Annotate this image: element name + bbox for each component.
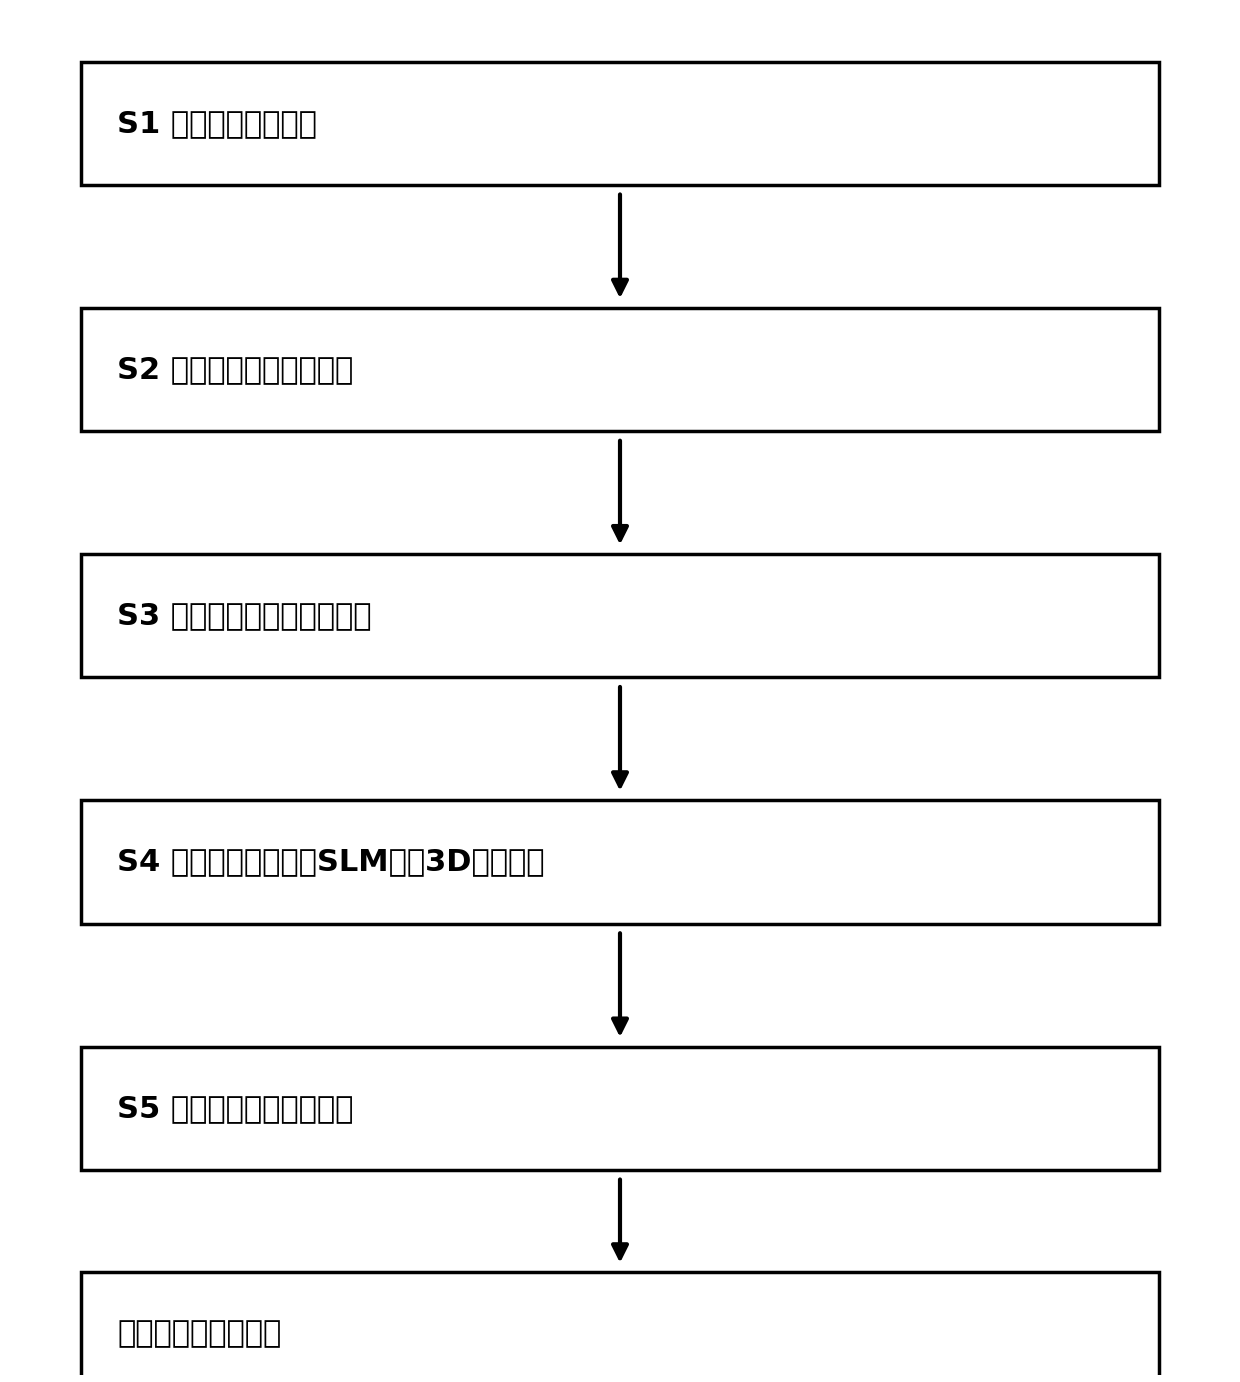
FancyBboxPatch shape bbox=[81, 1046, 1159, 1169]
FancyBboxPatch shape bbox=[81, 62, 1159, 185]
Text: S1 金属试样三维建模: S1 金属试样三维建模 bbox=[118, 109, 317, 138]
FancyBboxPatch shape bbox=[81, 308, 1159, 431]
FancyBboxPatch shape bbox=[81, 1273, 1159, 1382]
FancyBboxPatch shape bbox=[81, 554, 1159, 677]
Text: 预置缺陷的金属试样: 预置缺陷的金属试样 bbox=[118, 1320, 281, 1349]
Text: S3 模型数据切片及路径规划: S3 模型数据切片及路径规划 bbox=[118, 601, 372, 630]
Text: S2 模型内部预置缺陷信息: S2 模型内部预置缺陷信息 bbox=[118, 355, 353, 384]
Text: S5 去除支撑材料及后处理: S5 去除支撑材料及后处理 bbox=[118, 1093, 353, 1122]
FancyBboxPatch shape bbox=[81, 800, 1159, 923]
Text: S4 选用金属粉末利用SLM工艺3D打印成形: S4 选用金属粉末利用SLM工艺3D打印成形 bbox=[118, 847, 544, 876]
